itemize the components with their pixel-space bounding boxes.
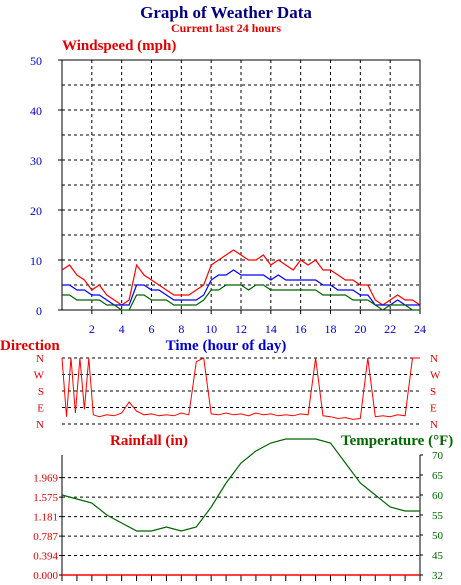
direction-label-right: E — [430, 403, 437, 415]
rain-temp-series — [61, 438, 420, 576]
wind-x-tick-label: 12 — [235, 322, 247, 336]
direction-label-left: N — [36, 419, 44, 431]
rainfall-y-tick-label: 1.181 — [33, 512, 58, 524]
rainfall-y-tick-labels: 0.000 0.394 0.787 1.181 1.575 1.969 — [33, 473, 62, 582]
temperature-y-tick-label: 70 — [432, 450, 444, 462]
wind-x-tick-label: 24 — [414, 322, 426, 336]
rainfall-title: Rainfall (in) — [110, 433, 188, 449]
wind-x-tick-label: 4 — [119, 322, 125, 336]
rainfall-y-tick-label: 1.969 — [33, 473, 58, 485]
temperature-y-tick-label: 60 — [432, 490, 444, 502]
direction-series — [61, 357, 420, 420]
temperature-y-tick-labels: 32 45 50 55 60 65 70 — [420, 450, 444, 582]
temperature-title: Temperature (°F) — [341, 433, 453, 449]
wind-y-tick-label: 0 — [36, 304, 42, 318]
temperature-y-tick-label: 32 — [432, 570, 443, 582]
direction-label-left: S — [38, 386, 44, 398]
wind-x-tick-label: 10 — [205, 322, 217, 336]
wind-y-tick-label: 50 — [30, 54, 42, 68]
temperature-y-tick-label: 45 — [432, 550, 444, 562]
direction-label-right: N — [430, 419, 438, 431]
wind-x-tick-label: 8 — [178, 322, 184, 336]
wind-grid — [62, 60, 420, 310]
wind-x-tick-label: 16 — [295, 322, 307, 336]
direction-title: Direction — [0, 338, 60, 354]
time-axis-label: Time (hour of day) — [166, 338, 287, 354]
wind-series-blue — [62, 269, 420, 306]
page-title: Graph of Weather Data — [140, 3, 312, 22]
page-subtitle: Current last 24 hours — [171, 21, 281, 35]
wind-series-green — [62, 284, 420, 311]
rainfall-y-tick-label: 0.394 — [33, 551, 58, 563]
wind-series — [61, 249, 421, 311]
wind-x-tick-label: 22 — [384, 322, 396, 336]
direction-series — [61, 357, 420, 420]
wind-title: Windspeed (mph) — [62, 38, 176, 54]
wind-y-tick-label: 20 — [30, 204, 42, 218]
wind-x-tick-label: 2 — [89, 322, 95, 336]
rainfall-y-tick-label: 0.787 — [33, 531, 58, 543]
temperature-y-tick-label: 50 — [432, 530, 444, 542]
temperature-y-tick-label: 65 — [432, 470, 444, 482]
direction-label-left: E — [37, 403, 44, 415]
rainfall-y-tick-label: 0.000 — [33, 570, 58, 582]
wind-x-tick-labels: 2 4 6 8 10 12 14 16 18 20 22 24 — [89, 310, 426, 336]
wind-y-tick-label: 40 — [30, 104, 42, 118]
wind-x-tick-label: 6 — [149, 322, 155, 336]
wind-x-tick-label: 14 — [265, 322, 277, 336]
temperature-series — [61, 438, 420, 532]
temperature-y-tick-label: 55 — [432, 510, 444, 522]
wind-x-tick-label: 20 — [354, 322, 366, 336]
direction-label-left: W — [34, 370, 45, 382]
direction-label-left: N — [36, 353, 44, 365]
wind-x-tick-label: 18 — [325, 322, 337, 336]
rainfall-y-tick-label: 1.575 — [33, 492, 58, 504]
wind-y-tick-labels: 0 10 20 30 40 50 — [30, 54, 62, 318]
direction-label-right: S — [430, 386, 436, 398]
wind-y-tick-label: 30 — [30, 154, 42, 168]
wind-y-tick-label: 10 — [30, 254, 42, 268]
direction-label-right: N — [430, 353, 438, 365]
direction-label-right: W — [430, 370, 441, 382]
rain-temp-grid — [61, 455, 421, 581]
